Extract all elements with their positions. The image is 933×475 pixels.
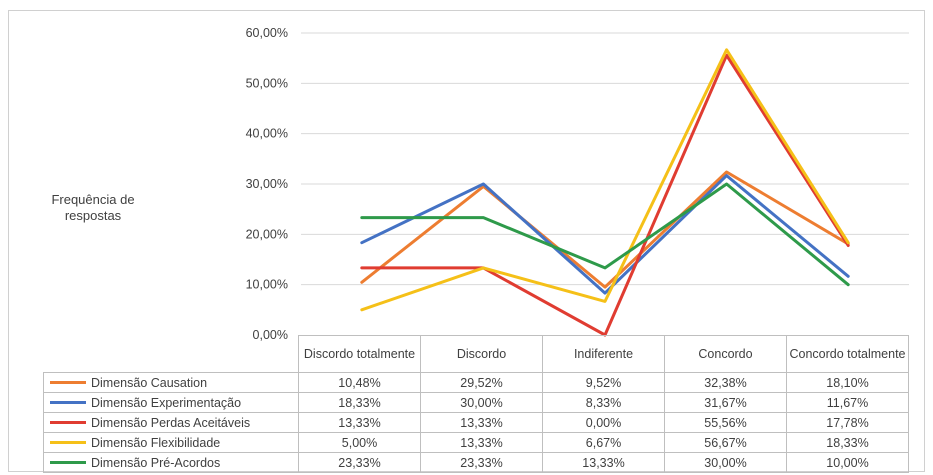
data-label: 18,10% [786,372,909,393]
data-label: 11,67% [786,392,909,413]
y-tick-label: 50,00% [246,76,288,90]
x-category-label: Discordo [420,335,543,373]
data-label: 13,33% [542,452,665,473]
x-category-label: Indiferente [542,335,665,373]
data-label: 29,52% [420,372,543,393]
data-label: 5,00% [298,432,421,453]
y-tick-label: 30,00% [246,177,288,191]
data-table: Discordo totalmente Discordo Indiferente Co… [43,335,909,473]
data-label: 31,67% [664,392,787,413]
legend-label: Dimensão Pré-Acordos [91,455,221,470]
data-label: 56,67% [664,432,787,453]
legend-key [50,400,86,404]
legend-entry: Dimensão Flexibilidade [43,432,299,453]
y-tick-label: 10,00% [246,278,288,292]
legend-key [50,440,86,444]
y-tick-label: 40,00% [246,127,288,141]
legend-entry: Dimensão Perdas Aceitáveis [43,412,299,433]
data-label: 13,33% [420,432,543,453]
y-tick-label: 20,00% [246,227,288,241]
table-corner [44,336,299,373]
data-label: 30,00% [420,392,543,413]
table-row: Dimensão Experimentação 18,33% 30,00% 8,33%… [43,392,909,413]
series-line [360,182,850,287]
legend-entry: Dimensão Pré-Acordos [43,452,299,473]
legend-label: Dimensão Causation [91,375,208,390]
data-label: 17,78% [786,412,909,433]
legend-entry: Dimensão Causation [43,372,299,393]
x-category-label: Concordo totalmente [786,335,909,373]
legend-label: Dimensão Flexibilidade [91,435,221,450]
data-label: 10,48% [298,372,421,393]
legend-key [50,460,86,464]
legend-key [50,380,86,384]
data-label: 9,52% [542,372,665,393]
series-line [360,170,850,289]
series-line [360,174,850,295]
series-line [360,48,850,312]
legend-entry: Dimensão Experimentação [43,392,299,413]
legend-label: Dimensão Perdas Aceitáveis [91,415,251,430]
data-label: 23,33% [420,452,543,473]
data-label: 30,00% [664,452,787,473]
table-row: Dimensão Pré-Acordos 23,33% 23,33% 13,33% 30… [43,452,909,473]
data-label: 0,00% [542,412,665,433]
legend-label: Dimensão Experimentação [91,395,242,410]
data-label: 23,33% [298,452,421,473]
data-label: 13,33% [420,412,543,433]
y-tick-label: 0,00% [253,328,288,342]
legend-key [50,420,86,424]
data-label: 6,67% [542,432,665,453]
y-tick-label: 60,00% [246,26,288,40]
table-row: Dimensão Causation 10,48% 29,52% 9,52% 32,38… [43,372,909,393]
x-category-label: Concordo [664,335,787,373]
data-label: 13,33% [298,412,421,433]
data-label: 10,00% [786,452,909,473]
data-label: 55,56% [664,412,787,433]
y-axis-label: Frequência de respostas [51,192,135,223]
data-label: 18,33% [298,392,421,413]
table-row: Dimensão Perdas Aceitáveis 13,33% 13,33% 0,… [43,412,909,433]
data-label: 8,33% [542,392,665,413]
data-label: 18,33% [786,432,909,453]
table-row: Dimensão Flexibilidade 5,00% 13,33% 6,67% 56… [43,432,909,453]
x-category-label: Discordo totalmente [298,335,421,373]
data-label: 32,38% [664,372,787,393]
